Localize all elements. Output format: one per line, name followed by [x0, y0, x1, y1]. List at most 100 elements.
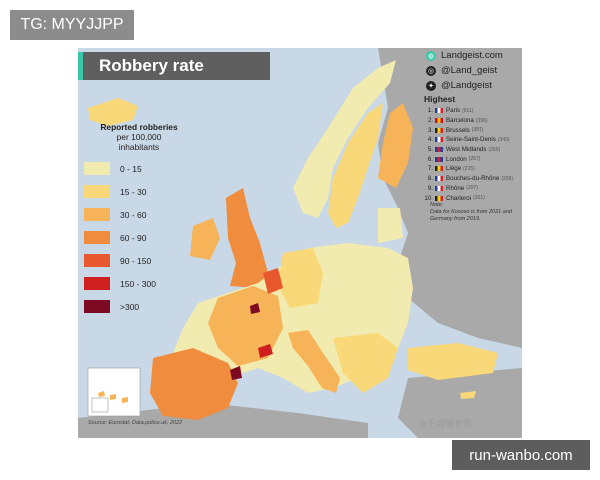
- paris-hotspot: [250, 303, 260, 314]
- rank-number: 1.: [427, 107, 433, 115]
- cyprus: [460, 391, 476, 399]
- brand-twitter-text: @Landgeist: [441, 80, 492, 91]
- legend-label: 60 - 90: [120, 232, 147, 243]
- legend-label: 90 - 150: [120, 255, 152, 266]
- legend-item: >300: [84, 300, 194, 313]
- legend-title: Reported robberies per 100,000 inhabitan…: [84, 122, 194, 152]
- rank-value: (349): [497, 136, 510, 143]
- highest-item: 6. London (257): [424, 154, 522, 164]
- rank-value: (396): [475, 117, 488, 124]
- highest-item: 9. Rhône (207): [424, 184, 522, 194]
- rank-number: 3.: [427, 126, 433, 134]
- europe-map: [78, 48, 522, 438]
- legend-swatch: [84, 231, 110, 244]
- legend-item: 30 - 60: [84, 208, 194, 221]
- rank-name: Barcelona: [446, 117, 474, 125]
- highest-item: 1. Paris (611): [424, 106, 522, 116]
- legend-title-line2: per 100,000: [116, 132, 162, 142]
- highest-item: 2. Barcelona (396): [424, 116, 522, 126]
- turkey-region: [398, 368, 522, 438]
- rank-value: (209): [501, 175, 514, 182]
- rank-name: Rhône: [446, 184, 465, 192]
- note: Note: Data for Kosovo is from 2021 and G…: [430, 202, 522, 223]
- flag-icon: [435, 185, 443, 191]
- highest-item: 7. Liège (215): [424, 164, 522, 174]
- legend-label: >300: [120, 301, 140, 312]
- map-title: Robbery rate: [78, 52, 270, 80]
- rank-name: Charleroi: [446, 194, 472, 202]
- flag-icon: [435, 137, 443, 143]
- flag-icon: [435, 156, 443, 162]
- note-label: Note:: [430, 202, 444, 208]
- brand-instagram[interactable]: ◎ @Land_geist: [426, 63, 503, 78]
- legend-swatch: [84, 254, 110, 267]
- iceland: [88, 98, 138, 126]
- flag-icon: [435, 147, 443, 153]
- finland: [378, 103, 413, 188]
- balkans: [333, 333, 398, 393]
- legend-swatch: [84, 208, 110, 221]
- legend-item: 60 - 90: [84, 231, 194, 244]
- highest-title: Highest: [424, 94, 456, 104]
- rank-name: Brussels: [446, 126, 470, 134]
- rank-name: London: [446, 155, 467, 163]
- legend-swatch: [84, 162, 110, 175]
- flag-icon: [435, 127, 443, 133]
- poland: [323, 246, 376, 298]
- brand-site[interactable]: ◍ Landgeist.com: [426, 48, 503, 63]
- legend-swatch: [84, 185, 110, 198]
- south-france-hotspots: [258, 344, 273, 358]
- iberia: [150, 348, 238, 420]
- rank-value: (207): [466, 185, 478, 192]
- rank-value: (201): [473, 195, 485, 202]
- norway: [293, 60, 396, 218]
- rank-number: 5.: [427, 146, 433, 154]
- canary-islands: [98, 391, 128, 403]
- legend-item: 0 - 15: [84, 162, 194, 175]
- tag-top: TG: MYYJJPP: [10, 10, 134, 40]
- map-svg: [78, 48, 522, 438]
- rank-name: Paris: [446, 107, 461, 115]
- ireland: [190, 218, 220, 260]
- rank-number: 7.: [427, 165, 433, 173]
- legend-swatch: [84, 300, 110, 313]
- legend-title-line3: inhabitants: [118, 142, 160, 152]
- rank-number: 8.: [427, 175, 433, 183]
- flag-icon: [435, 108, 443, 114]
- highest-item: 5. West Midlands (259): [424, 145, 522, 155]
- germany: [278, 248, 323, 308]
- rank-value: (381): [471, 127, 484, 134]
- brand-site-text: Landgeist.com: [441, 50, 503, 61]
- rank-number: 4.: [427, 136, 433, 144]
- flag-icon: [435, 176, 443, 182]
- flag-icon: [435, 195, 443, 201]
- globe-icon: ◍: [426, 50, 436, 61]
- rank-name: West Midlands: [446, 146, 487, 154]
- note-text: Data for Kosovo is from 2021 and Germany…: [430, 209, 512, 222]
- brand-block: ◍ Landgeist.com ◎ @Land_geist ✦ @Landgei…: [426, 48, 503, 93]
- rank-number: 10.: [424, 194, 433, 202]
- legend-label: 15 - 30: [120, 186, 147, 197]
- legend-title-line1: Reported robberies: [100, 122, 178, 132]
- rank-value: (257): [468, 156, 481, 163]
- rank-value: (215): [463, 165, 475, 172]
- highest-item: 10. Charleroi (201): [424, 193, 522, 203]
- flag-icon: [435, 118, 443, 124]
- benelux: [263, 268, 283, 294]
- tag-bottom[interactable]: run-wanbo.com: [452, 440, 590, 470]
- italy: [288, 330, 340, 393]
- twitter-icon: ✦: [426, 80, 436, 91]
- legend: Reported robberies per 100,000 inhabitan…: [84, 122, 194, 313]
- legend-label: 30 - 60: [120, 209, 147, 220]
- tag-top-text: TG: MYYJJPP: [20, 16, 124, 33]
- legend-label: 150 - 300: [120, 278, 156, 289]
- watermark: @千尋環世界: [418, 419, 473, 429]
- rank-name: Liège: [446, 165, 462, 173]
- map-title-text: Robbery rate: [99, 56, 204, 75]
- highest-item: 4. Seine-Saint-Denis (349): [424, 135, 522, 145]
- russia-region: [378, 48, 522, 348]
- brand-twitter[interactable]: ✦ @Landgeist: [426, 78, 503, 93]
- legend-swatch: [84, 277, 110, 290]
- rank-number: 6.: [427, 155, 433, 163]
- barcelona-hotspot: [230, 366, 242, 380]
